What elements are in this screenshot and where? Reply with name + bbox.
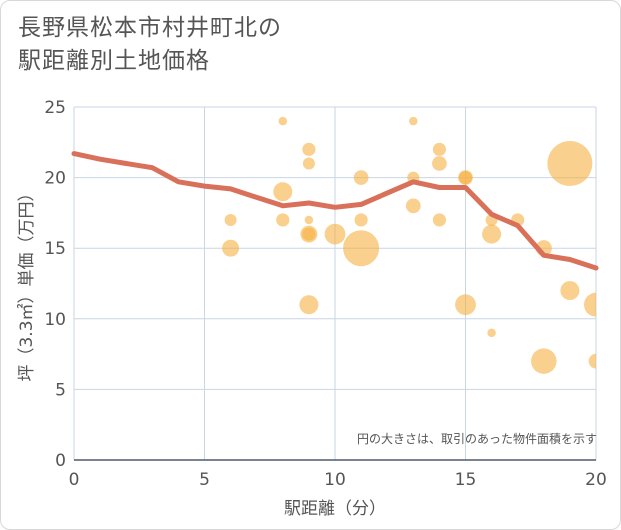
bubble-point: [531, 348, 557, 374]
bubble-point: [560, 281, 580, 301]
bubble-point: [302, 157, 315, 170]
grid-lines: [73, 106, 597, 461]
bubble-point: [482, 224, 502, 244]
bubble-point: [432, 213, 446, 227]
y-axis-label: 坪（3.3㎡）単価（万円）: [17, 184, 37, 381]
bubble-point: [353, 170, 369, 185]
x-tick-label: 5: [199, 470, 210, 490]
bubble-point: [222, 239, 240, 257]
tick-labels: 0 5 10 15 20 0 5 10 15 20 25: [44, 98, 606, 490]
bubble-point: [304, 215, 314, 225]
bubble-point: [302, 227, 316, 241]
bubble-point: [455, 294, 476, 316]
y-tick-label: 25: [44, 98, 66, 118]
average-price-line: [71, 151, 599, 271]
y-tick-label: 10: [44, 310, 66, 330]
bubble-series: [222, 116, 596, 374]
bubble-point: [343, 230, 380, 267]
bubble-point: [588, 353, 596, 369]
bubble-point: [299, 295, 319, 315]
bubble-point: [276, 213, 290, 227]
bubble-point: [405, 198, 421, 214]
bubble-point: [273, 182, 293, 202]
bubble-point: [324, 223, 346, 245]
x-axis-label: 駅距離（分）: [284, 499, 386, 519]
bubble-point: [224, 213, 237, 226]
bubble-size-note: 円の大きさは、取引のあった物件面積を示す: [357, 431, 597, 446]
bubble-point: [354, 213, 368, 227]
x-tick-label: 20: [585, 470, 607, 490]
bubble-point: [547, 141, 593, 186]
trend-line-series: [71, 151, 599, 271]
bubble-point: [432, 142, 446, 156]
bubble-point: [458, 170, 473, 185]
y-tick-label: 15: [44, 239, 66, 259]
bubble-point: [584, 292, 596, 317]
x-tick-label: 10: [324, 470, 346, 490]
bubble-point: [432, 156, 447, 171]
y-tick-label: 5: [55, 380, 66, 400]
bubble-point: [302, 142, 316, 156]
bubble-point: [409, 116, 418, 126]
y-tick-label: 0: [55, 451, 66, 471]
x-tick-label: 15: [455, 470, 477, 490]
bubble-point: [278, 116, 288, 126]
chart-title: 長野県松本市村井町北の 駅距離別土地価格: [18, 15, 282, 74]
x-tick-label: 0: [69, 470, 80, 490]
bubble-point: [487, 328, 496, 338]
y-tick-label: 20: [44, 169, 66, 189]
